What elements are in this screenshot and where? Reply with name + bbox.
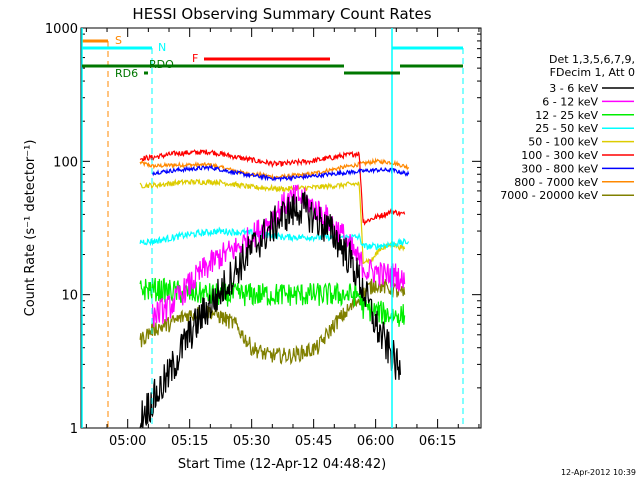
legend-label: 3 - 6 keV [549, 82, 598, 95]
legend-label: 7000 - 20000 keV [500, 189, 598, 202]
series-line [139, 178, 406, 265]
y-axis-label: Count Rate (s⁻¹ detector⁻¹) [23, 140, 38, 317]
legend-label: 25 - 50 keV [535, 122, 598, 135]
y-tick-label: 1000 [45, 22, 78, 37]
legend-label: 800 - 7000 keV [514, 176, 598, 189]
x-tick-label: 05:45 [295, 434, 332, 449]
x-tick-label: 05:30 [233, 434, 270, 449]
legend-label: 50 - 100 keV [528, 136, 598, 149]
legend-label: 100 - 300 keV [521, 149, 598, 162]
legend-header: FDecim 1, Att 0 [550, 66, 635, 79]
x-tick-label: 05:15 [171, 434, 208, 449]
flag-label: RDO [149, 58, 174, 71]
flag-label: N [158, 41, 166, 54]
legend-label: 6 - 12 keV [542, 95, 598, 108]
legend-header: Det 1,3,5,6,7,9, [549, 53, 635, 66]
y-tick-label: 1 [70, 422, 78, 437]
flag-label: RD6 [115, 67, 138, 80]
plot-frame [80, 27, 482, 429]
x-axis-label: Start Time (12-Apr-12 04:48:42) [178, 457, 386, 472]
x-tick-label: 06:15 [419, 434, 456, 449]
chart-title: HESSI Observing Summary Count Rates [132, 5, 431, 23]
flag-label: S [115, 34, 122, 47]
y-tick-label: 100 [53, 155, 78, 170]
series-line [139, 191, 401, 429]
legend-label: 300 - 800 keV [521, 162, 598, 175]
flag-label: F [192, 52, 198, 65]
series-line [139, 149, 406, 226]
y-tick-label: 10 [61, 289, 78, 304]
series-line [151, 163, 410, 183]
x-tick-label: 06:00 [357, 434, 394, 449]
legend-label: 12 - 25 keV [535, 109, 598, 122]
x-tick-label: 05:00 [109, 434, 146, 449]
footer-timestamp: 12-Apr-2012 10:39 [561, 468, 636, 477]
